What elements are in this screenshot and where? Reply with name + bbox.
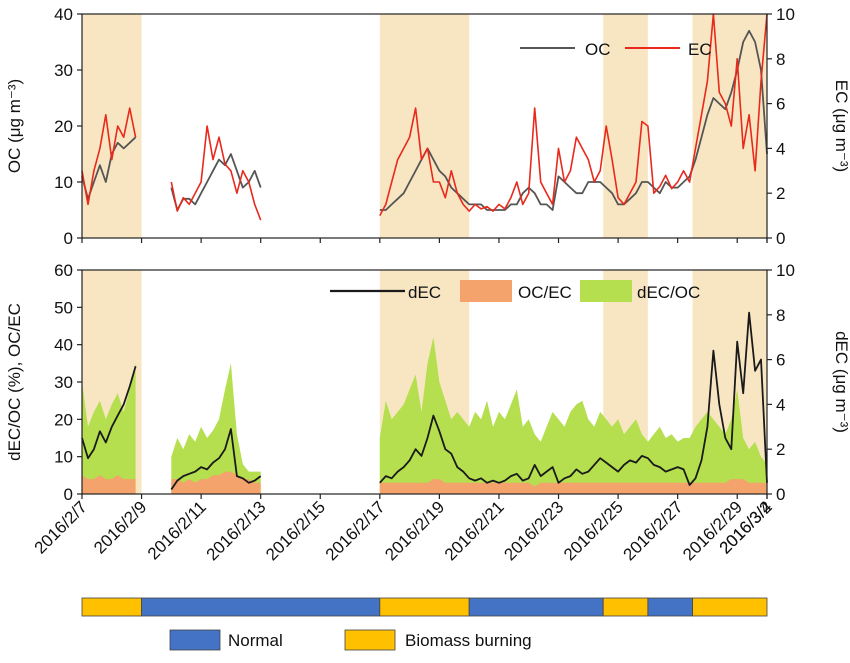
bottom-left-tick-label-6: 60 <box>54 261 73 280</box>
legend-decoc-label: dEC/OC <box>637 283 700 302</box>
period-segment-1-normal <box>141 597 381 617</box>
series-dec-line-0 <box>81 366 137 460</box>
series-oc-line-2 <box>379 29 768 211</box>
top-left-tick-label-2: 20 <box>54 117 73 136</box>
series-decoc-area-1 <box>171 363 261 494</box>
period-bar <box>81 597 768 617</box>
top-left-tick-label-3: 30 <box>54 61 73 80</box>
legend-normal-label: Normal <box>228 631 283 650</box>
top-right-tick-label-0: 0 <box>776 229 785 248</box>
legend-dec-label: dEC <box>408 283 441 302</box>
period-segment-2-biomass <box>379 597 470 617</box>
x-tick-label-5: 2016/2/17 <box>322 497 389 564</box>
top-right-tick-label-3: 6 <box>776 95 785 114</box>
top-left-tick-label-1: 10 <box>54 173 73 192</box>
top-left-tick-label-0: 0 <box>64 229 73 248</box>
period-segment-3-normal <box>468 597 604 617</box>
x-tick-label-9: 2016/2/25 <box>560 497 627 564</box>
legend-ocec-label: OC/EC <box>518 283 572 302</box>
bottom-right-tick-label-3: 6 <box>776 351 785 370</box>
x-tick-label-10: 2016/2/27 <box>620 497 687 564</box>
top-right-axis-label: EC (μg m⁻³) <box>832 80 850 172</box>
bottom-left-axis: 0 10 20 30 40 50 60 <box>54 261 82 504</box>
bottom-left-tick-label-3: 30 <box>54 373 73 392</box>
series-dec-line-1 <box>170 428 262 491</box>
bottom-right-tick-label-2: 4 <box>776 395 785 414</box>
bottom-legend: dEC OC/EC dEC/OC <box>330 280 700 302</box>
period-segment-0-biomass <box>81 597 142 617</box>
legend-ec-label: EC <box>688 40 712 59</box>
legend-normal-swatch <box>169 629 221 651</box>
period-legend: Normal Biomass burning <box>169 629 532 651</box>
x-tick-label-7: 2016/2/21 <box>441 497 508 564</box>
biomass-shade-1-0 <box>379 14 470 238</box>
bottom-left-tick-label-1: 10 <box>54 448 73 467</box>
period-segment-5-normal <box>647 597 693 617</box>
period-segment-6-biomass <box>692 597 768 617</box>
top-right-tick-label-2: 4 <box>776 139 785 158</box>
top-left-axis-label: OC (μg m⁻³) <box>5 79 24 173</box>
bottom-right-axis-label: dEC (μg m⁻³) <box>832 331 850 433</box>
bottom-series-layer <box>81 311 768 494</box>
legend-oc-label: OC <box>585 40 611 59</box>
bottom-right-tick-label-0: 0 <box>776 485 785 504</box>
bottom-right-axis: 0 2 4 6 8 10 <box>767 261 795 504</box>
series-oc-line-1 <box>170 153 262 211</box>
period-segment-4-biomass <box>602 597 649 617</box>
top-right-axis: 0 2 4 6 8 10 <box>767 5 795 248</box>
x-tick-label-1: 2016/2/9 <box>90 497 150 557</box>
series-ocec-area-0 <box>82 475 136 494</box>
legend-biomass-label: Biomass burning <box>405 631 532 650</box>
series-decoc-area-2 <box>379 337 767 494</box>
legend-biomass-swatch <box>344 629 396 651</box>
biomass-shade-0-0 <box>82 14 142 238</box>
top-panel: 0 10 20 30 40 0 2 4 6 8 10 OC (μg m⁻³) EC (μg m⁻³… <box>5 5 850 248</box>
series-dec-line-2 <box>379 311 768 486</box>
top-legend: OC EC <box>520 40 712 59</box>
legend-ocec-swatch <box>460 280 512 302</box>
top-left-axis: 0 10 20 30 40 <box>54 5 82 248</box>
bottom-left-tick-label-5: 50 <box>54 298 73 317</box>
series-ec-line-0 <box>81 107 137 206</box>
legend-decoc-swatch <box>580 280 632 302</box>
series-decoc-area-0 <box>82 363 136 494</box>
bottom-left-tick-label-0: 0 <box>64 485 73 504</box>
bottom-right-tick-label-1: 2 <box>776 440 785 459</box>
x-tick-label-2: 2016/2/11 <box>144 497 210 563</box>
x-tick-label-4: 2016/2/15 <box>262 497 329 564</box>
top-left-tick-label-4: 40 <box>54 5 73 24</box>
series-ec-line-2 <box>379 13 768 216</box>
top-right-tick-label-4: 8 <box>776 50 785 69</box>
x-tick-label-0: 2016/2/7 <box>31 497 91 557</box>
top-right-tick-label-5: 10 <box>776 5 795 24</box>
bottom-left-tick-label-4: 40 <box>54 336 73 355</box>
bottom-right-tick-label-4: 8 <box>776 306 785 325</box>
top-right-tick-label-1: 2 <box>776 184 785 203</box>
bottom-left-tick-label-2: 20 <box>54 410 73 429</box>
bottom-left-axis-label: dEC/OC (%), OC/EC <box>5 303 24 461</box>
bottom-right-tick-label-5: 10 <box>776 261 795 280</box>
x-tick-label-8: 2016/2/23 <box>500 497 567 564</box>
top-series-layer <box>81 13 768 221</box>
x-tick-label-6: 2016/2/19 <box>381 497 448 564</box>
series-ec-line-1 <box>170 125 262 221</box>
x-tick-label-3: 2016/2/13 <box>203 497 270 564</box>
series-ocec-area-2 <box>379 479 767 494</box>
